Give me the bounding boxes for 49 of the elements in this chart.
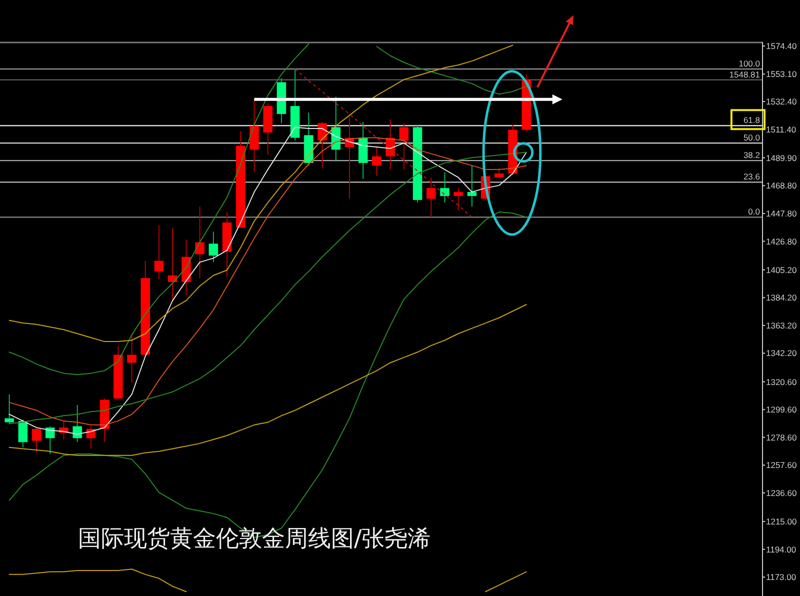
y-tick-label: 1489.90	[766, 152, 797, 163]
line-series	[294, 68, 472, 218]
ref-line-label: 100.0	[738, 58, 760, 68]
candlestick	[127, 333, 136, 384]
candlestick	[208, 231, 218, 263]
candlestick	[72, 404, 82, 443]
y-tick-label: 1215.00	[766, 516, 797, 527]
ref-line-label: 23.6	[743, 172, 760, 182]
candlestick	[32, 427, 42, 454]
text: 国际现货黄金伦敦金周线图/张尧浠	[78, 526, 431, 552]
y-tick-label: 1384.20	[766, 292, 797, 303]
y-tick-label: 1426.80	[766, 236, 797, 246]
ref-line-label: 38.2	[743, 150, 760, 160]
ref-line-label: 1548.81	[729, 69, 760, 80]
candlestick	[18, 419, 28, 448]
candlestick	[426, 176, 436, 218]
candlestick	[4, 394, 14, 424]
y-tick-label: 1236.60	[766, 488, 797, 498]
y-tick-label: 1511.40	[766, 124, 796, 134]
ref-line-label: 50.0	[743, 132, 760, 143]
ref-line-label: 0.0	[748, 206, 760, 217]
y-tick-label: 1553.10	[766, 69, 797, 80]
candlestick	[454, 188, 463, 212]
y-tick-label: 1532.40	[766, 96, 797, 107]
candlestick	[195, 206, 204, 279]
candlestick	[372, 146, 382, 177]
line-series	[8, 304, 527, 456]
candlestick	[440, 172, 450, 204]
y-tick-label: 1363.20	[766, 320, 797, 330]
candlestick	[467, 165, 477, 208]
y-tick-label: 1468.80	[766, 180, 797, 191]
y-tick-label: 1342.20	[766, 348, 797, 358]
candlestick	[154, 224, 164, 280]
y-tick-label: 1320.60	[766, 376, 797, 387]
ref-line-label: 61.8	[743, 115, 760, 126]
candlestick	[318, 121, 327, 169]
y-tick-label: 1574.40	[766, 40, 797, 51]
y-tick-label: 1278.60	[766, 432, 797, 442]
y-tick-label: 1405.20	[766, 264, 797, 275]
y-tick-label: 1257.60	[766, 460, 797, 470]
y-tick-label: 1194.00	[766, 544, 796, 554]
candlestick	[250, 98, 259, 173]
candlestick	[331, 96, 340, 162]
y-tick-label: 1447.80	[766, 208, 797, 218]
y-tick-label: 1299.60	[766, 404, 797, 415]
candlestick	[494, 168, 504, 178]
y-tick-label: 1173.00	[766, 572, 796, 582]
candlestick	[46, 426, 55, 455]
candlestick	[399, 122, 409, 170]
